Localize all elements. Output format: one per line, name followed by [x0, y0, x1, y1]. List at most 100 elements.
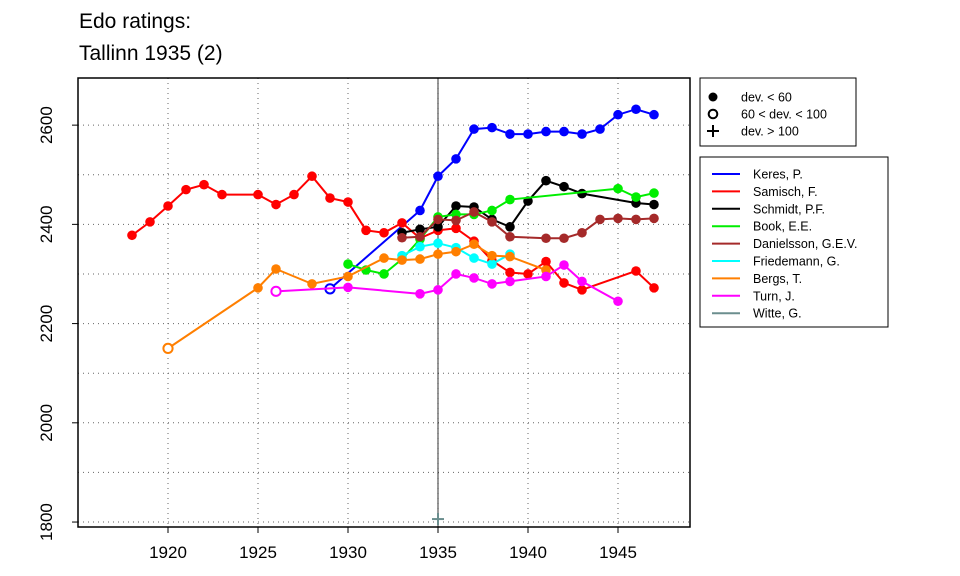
- point-1-17: [451, 223, 461, 234]
- point-1-13: [379, 227, 389, 238]
- series-legend-label-2: Schmidt, P.F.: [753, 202, 825, 216]
- series-1: [127, 171, 659, 295]
- point-6-4: [343, 271, 353, 282]
- point-2-12: [649, 199, 659, 210]
- point-4-7: [541, 233, 551, 244]
- point-2-2: [433, 222, 443, 232]
- point-6-7: [415, 254, 425, 264]
- point-7-7: [505, 276, 515, 287]
- point-4-9: [577, 227, 587, 238]
- series-legend-label-3: Book, E.E.: [753, 220, 812, 234]
- point-1-12: [361, 225, 371, 236]
- point-3-11: [631, 192, 641, 202]
- point-6-9: [451, 246, 461, 257]
- point-1-26: [649, 283, 659, 293]
- point-4-10: [595, 214, 605, 225]
- x-tick-label-1920: 1920: [149, 543, 187, 562]
- point-4-11: [613, 213, 623, 224]
- chart-title-line-2: Tallinn 1935 (2): [79, 42, 223, 65]
- point-4-12: [631, 214, 641, 225]
- series-legend-label-5: Friedemann, G.: [753, 255, 840, 269]
- point-0-7: [523, 129, 533, 139]
- point-0-12: [613, 109, 623, 120]
- point-4-3: [451, 215, 461, 226]
- point-7-2: [415, 289, 425, 299]
- point-1-11: [343, 197, 353, 207]
- dev-legend-filled-circle: [708, 92, 718, 102]
- point-4-13: [649, 213, 659, 224]
- point-0-11: [595, 124, 605, 134]
- series-legend-label-4: Danielsson, G.E.V.: [753, 237, 857, 251]
- point-0-5: [487, 122, 497, 133]
- point-1-3: [181, 184, 191, 195]
- point-0-6: [505, 129, 515, 139]
- point-1-5: [217, 189, 227, 200]
- point-7-10: [577, 276, 587, 287]
- point-7-5: [469, 273, 479, 283]
- deviation-legend: dev. < 60 60 < dev. < 100 dev. > 100: [699, 77, 857, 147]
- x-tick-label-1930: 1930: [329, 543, 367, 562]
- series-6: [162, 239, 551, 354]
- point-1-24: [577, 285, 587, 295]
- point-6-10: [469, 239, 479, 250]
- series-legend-box: [699, 156, 889, 328]
- point-2-6: [505, 222, 515, 232]
- series-7: [270, 260, 623, 307]
- point-0-10: [577, 129, 587, 139]
- point-1-6: [253, 189, 263, 200]
- point-1-4: [199, 179, 209, 190]
- point-5-2: [433, 238, 443, 249]
- y-tick-label-2600: 2600: [37, 106, 56, 144]
- point-6-6: [397, 255, 407, 265]
- point-5-1: [415, 241, 425, 252]
- y-tick-label-2400: 2400: [37, 205, 56, 243]
- point-1-0: [127, 230, 137, 241]
- point-6-1: [253, 283, 263, 293]
- point-1-22: [541, 256, 551, 267]
- point-1-1: [145, 217, 155, 227]
- point-6-0: [162, 342, 174, 354]
- point-0-2: [433, 171, 443, 182]
- series-layer: [127, 104, 659, 526]
- grid: [78, 78, 690, 527]
- point-3-12: [649, 188, 659, 198]
- point-1-8: [289, 189, 299, 200]
- dev-legend-label-2: dev. > 100: [741, 125, 799, 139]
- point-7-6: [487, 279, 497, 289]
- point-4-8: [559, 233, 569, 244]
- deviation-legend-box: [699, 77, 857, 147]
- series-legend-label-8: Witte, G.: [753, 307, 802, 321]
- point-3-10: [613, 183, 623, 194]
- point-1-2: [163, 201, 173, 211]
- point-5-4: [469, 253, 479, 263]
- series-legend: Keres, P. Samisch, F. Schmidt, P.F. Book, E…: [699, 156, 889, 328]
- point-1-20: [505, 267, 515, 278]
- axes: 1920 1925 1930 1935 1940 1945 1800 2000 2200 2400…: [37, 78, 637, 562]
- series-8: [432, 513, 444, 526]
- series-legend-label-1: Samisch, F.: [753, 185, 818, 199]
- point-5-5: [487, 259, 497, 269]
- plot-frame: [77, 77, 691, 528]
- point-3-8: [487, 205, 497, 216]
- point-7-11: [613, 296, 623, 307]
- point-1-23: [559, 278, 569, 288]
- point-1-9: [307, 171, 317, 182]
- x-tick-label-1945: 1945: [599, 543, 637, 562]
- point-2-9: [559, 181, 569, 192]
- x-tick-label-1940: 1940: [509, 543, 547, 562]
- point-7-1: [343, 282, 353, 293]
- point-7-9: [559, 260, 569, 270]
- point-6-3: [307, 279, 317, 289]
- y-tick-label-2200: 2200: [37, 305, 56, 343]
- point-4-2: [433, 214, 443, 225]
- point-1-14: [397, 218, 407, 228]
- point-0-4: [469, 124, 479, 134]
- point-0-3: [451, 154, 461, 164]
- point-0-8: [541, 126, 551, 137]
- x-tick-label-1935: 1935: [419, 543, 457, 562]
- point-1-21: [523, 269, 533, 279]
- point-4-0: [397, 232, 407, 243]
- point-2-3: [451, 201, 461, 211]
- series-legend-label-7: Turn, J.: [753, 289, 795, 303]
